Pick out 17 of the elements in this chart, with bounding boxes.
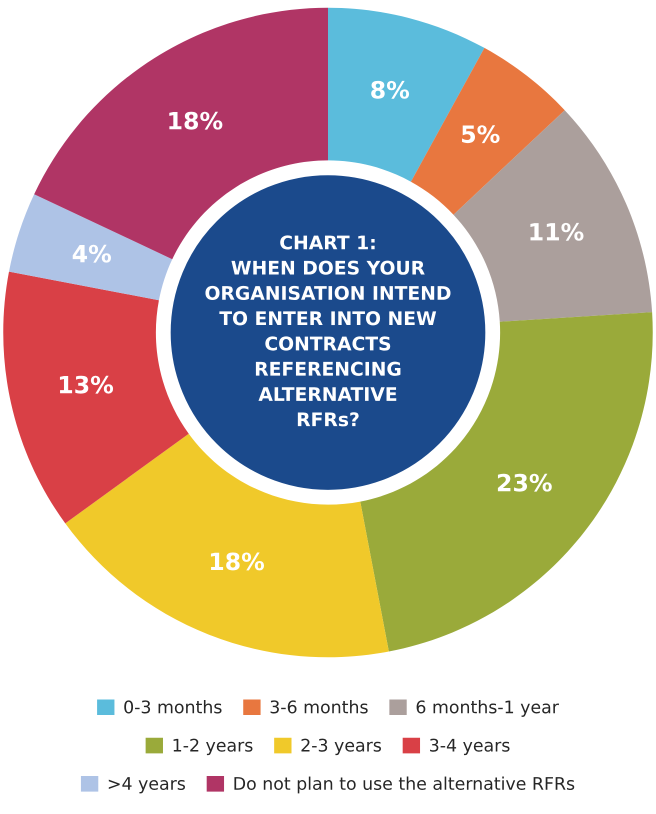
data-label: 4%	[72, 244, 112, 263]
legend-label: 0-3 months	[124, 700, 222, 714]
data-label: 11%	[530, 222, 584, 241]
data-label: 13%	[60, 376, 114, 394]
data-label: 8%	[371, 80, 410, 99]
data-label: 18%	[169, 112, 222, 130]
legend-label: >4 years	[108, 777, 186, 794]
legend-label: 2-3 years	[301, 738, 381, 756]
legend-label: 6 months-1 year	[416, 700, 559, 717]
data-label: 18%	[210, 552, 264, 570]
data-label: 5%	[462, 125, 500, 144]
legend-label: 3-4 years	[430, 738, 510, 756]
data-label: 23%	[498, 474, 552, 492]
text: CHART 1: WHEN DOES YOUR ORGANISATION INTEND TO ENTER INTO NEW CONTRACTS REFERENCING ALTERNATIVE RFRs?	[205, 235, 450, 426]
legend-label: 3-6 months	[270, 700, 368, 714]
legend-label: 1-2 years	[174, 738, 252, 756]
legend-label: Do not plan to use the alternative RFRs	[234, 776, 574, 794]
